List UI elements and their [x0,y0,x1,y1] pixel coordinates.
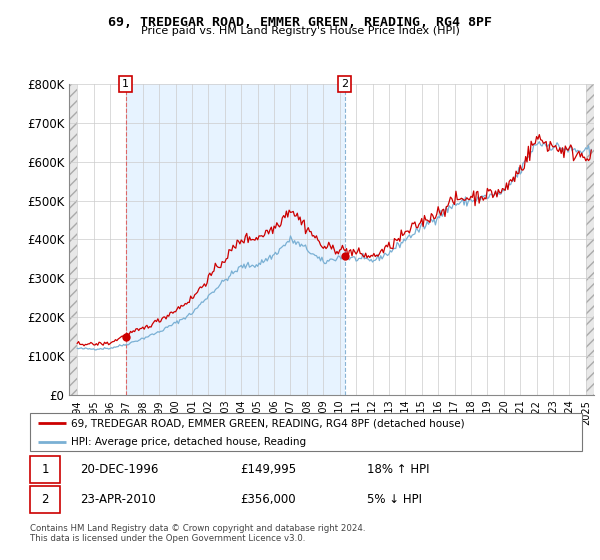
FancyBboxPatch shape [30,413,582,451]
Bar [586,84,594,395]
Text: 2: 2 [41,493,49,506]
Bar [69,84,77,395]
Text: 69, TREDEGAR ROAD, EMMER GREEN, READING, RG4 8PF (detached house): 69, TREDEGAR ROAD, EMMER GREEN, READING,… [71,418,465,428]
FancyBboxPatch shape [30,456,61,483]
Bar [126,84,345,395]
Text: 18% ↑ HPI: 18% ↑ HPI [367,463,429,476]
Text: 1: 1 [41,463,49,476]
Text: HPI: Average price, detached house, Reading: HPI: Average price, detached house, Read… [71,437,307,447]
Text: 69, TREDEGAR ROAD, EMMER GREEN, READING, RG4 8PF: 69, TREDEGAR ROAD, EMMER GREEN, READING,… [108,16,492,29]
Text: £356,000: £356,000 [240,493,295,506]
Text: 1: 1 [122,79,129,89]
Text: 2: 2 [341,79,349,89]
Text: Contains HM Land Registry data © Crown copyright and database right 2024.
This d: Contains HM Land Registry data © Crown c… [30,524,365,543]
FancyBboxPatch shape [30,486,61,512]
Text: 5% ↓ HPI: 5% ↓ HPI [367,493,422,506]
Text: Price paid vs. HM Land Registry's House Price Index (HPI): Price paid vs. HM Land Registry's House … [140,26,460,36]
Text: 20-DEC-1996: 20-DEC-1996 [80,463,158,476]
Text: 23-APR-2010: 23-APR-2010 [80,493,155,506]
Text: £149,995: £149,995 [240,463,296,476]
